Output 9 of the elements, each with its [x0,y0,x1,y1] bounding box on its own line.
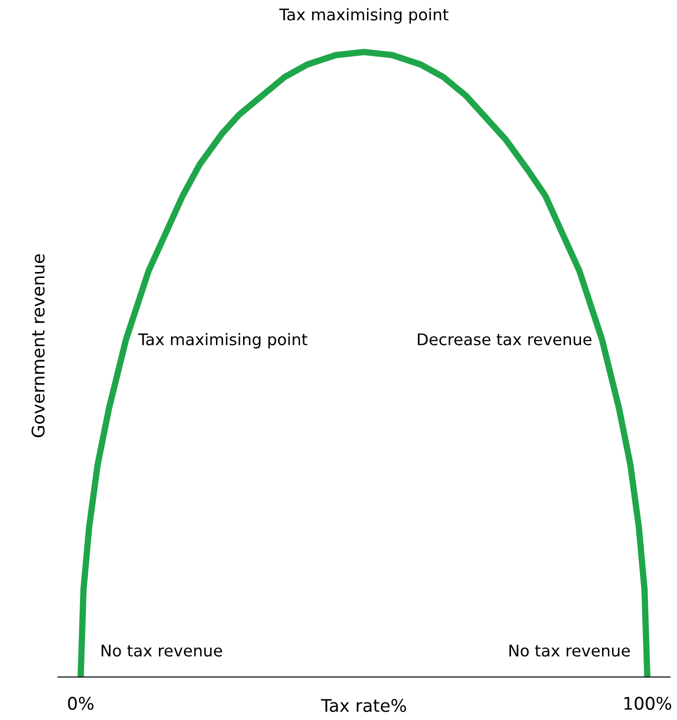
annotation: Decrease tax revenue [418,334,592,346]
annotation: Tax maximising point [279,8,448,24]
x-tick-label: 100% [624,696,672,710]
annotation: No tax revenue [102,644,222,657]
x-tick-label: 0% [68,696,94,710]
x-axis-title: Tax rate% [320,698,406,712]
y-axis-title: Government revenue [32,254,45,438]
annotation: Tax maximising point [138,333,308,348]
annotation: No tax revenue [509,644,630,657]
